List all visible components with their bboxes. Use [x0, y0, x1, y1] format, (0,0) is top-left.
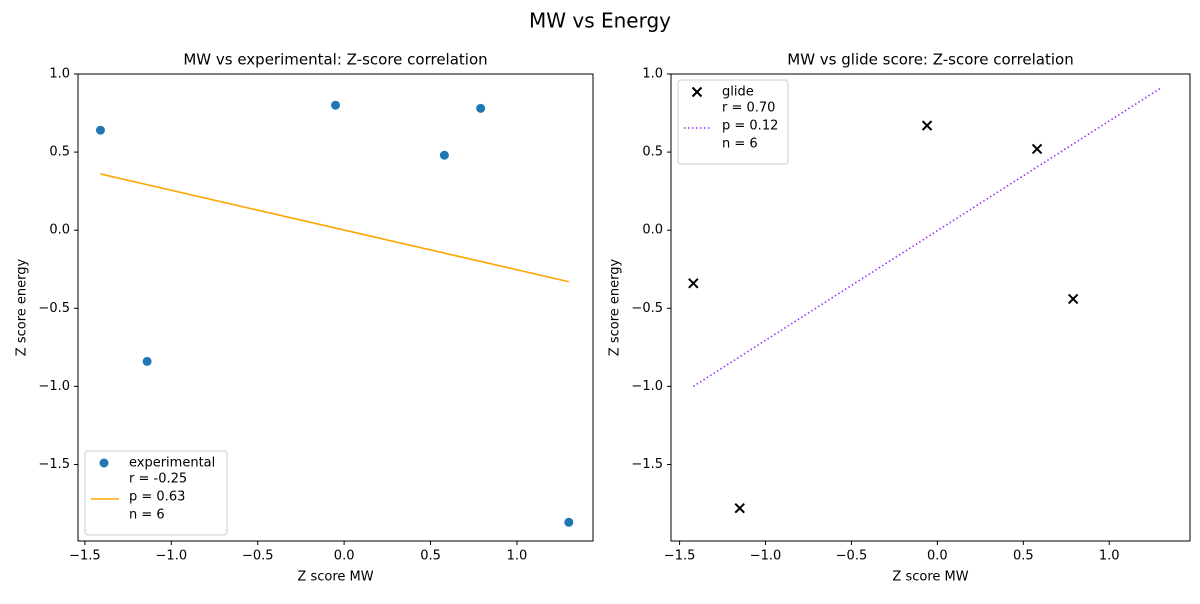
- legend-label: p = 0.12: [722, 119, 778, 134]
- y-tick-label: −1.5: [631, 457, 663, 472]
- legend-marker: [691, 86, 703, 98]
- point: [921, 120, 933, 131]
- legend-box: [677, 79, 789, 165]
- point: [734, 502, 745, 514]
- x-tick-label: −0.5: [836, 549, 868, 564]
- y-tick-label: 0.5: [49, 145, 70, 160]
- point: [95, 125, 105, 135]
- legend-label: n = 6: [129, 508, 165, 523]
- y-tick-label: 1.0: [49, 67, 70, 82]
- y-tick-label: −1.5: [38, 457, 70, 472]
- legend-label: glide: [722, 85, 754, 100]
- x-tick-label: 0.5: [1013, 549, 1034, 564]
- legend-label: r = 0.70: [722, 101, 775, 116]
- y-axis-label: Z score energy: [608, 258, 623, 356]
- point: [476, 103, 486, 113]
- plot-area: [95, 100, 574, 527]
- axes-title: MW vs experimental: Z-score correlation: [183, 51, 487, 69]
- point: [688, 278, 699, 289]
- x-tick-label: −1.5: [664, 549, 696, 564]
- legend-label: p = 0.63: [129, 490, 185, 505]
- point: [1067, 293, 1079, 305]
- legend-box: [84, 450, 228, 536]
- point: [1031, 143, 1043, 155]
- x-tick-label: −1.5: [69, 549, 101, 564]
- y-tick-label: 0.5: [642, 145, 663, 160]
- x-tick-label: 1.0: [507, 549, 528, 564]
- legend-label: n = 6: [722, 137, 758, 152]
- figure-title: MW vs Energy: [529, 9, 671, 33]
- x-axis-label: Z score MW: [297, 570, 373, 585]
- x-tick-label: 0.5: [420, 549, 441, 564]
- x-tick-label: 0.0: [334, 549, 355, 564]
- y-tick-label: 1.0: [642, 67, 663, 82]
- legend-label: r = -0.25: [129, 472, 187, 487]
- axes-title: MW vs glide score: Z-score correlation: [787, 51, 1074, 69]
- y-tick-label: −1.0: [631, 379, 663, 394]
- y-tick-label: −1.0: [38, 379, 70, 394]
- x-tick-label: 1.0: [1099, 549, 1120, 564]
- y-tick-label: 0.0: [49, 223, 70, 238]
- x-axis-label: Z score MW: [892, 570, 968, 585]
- x-tick-label: 0.0: [927, 549, 948, 564]
- point: [439, 150, 449, 160]
- point: [564, 517, 574, 527]
- fit-line: [100, 173, 569, 283]
- x-tick-label: −0.5: [242, 549, 274, 564]
- fit-line: [692, 87, 1162, 388]
- y-axis-label: Z score energy: [15, 258, 30, 356]
- point: [142, 356, 152, 366]
- legend-label: experimental: [129, 456, 215, 471]
- legend-marker: [99, 458, 109, 468]
- y-tick-label: 0.0: [642, 223, 663, 238]
- y-tick-label: −0.5: [631, 301, 663, 316]
- y-tick-label: −0.5: [38, 301, 70, 316]
- axes-frame: [670, 73, 1191, 542]
- x-tick-label: −1.0: [750, 549, 782, 564]
- x-tick-label: −1.0: [156, 549, 188, 564]
- axes-frame: [77, 73, 594, 542]
- point: [331, 100, 340, 110]
- plot-area: [688, 87, 1162, 514]
